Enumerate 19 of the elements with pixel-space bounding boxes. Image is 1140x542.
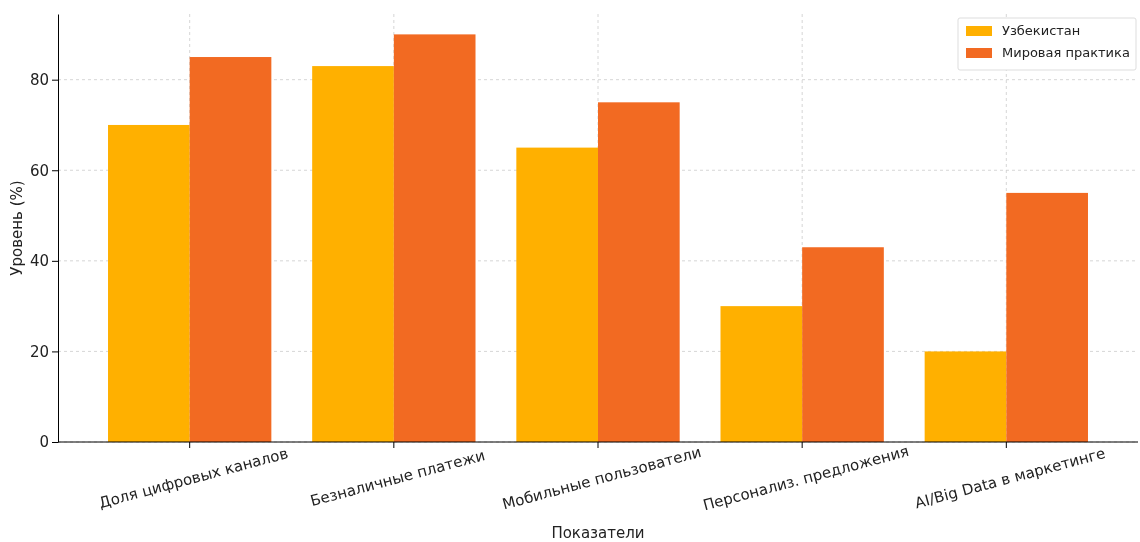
bar	[393, 34, 476, 442]
bar	[924, 351, 1007, 442]
bar	[516, 147, 598, 442]
bar	[1006, 192, 1088, 442]
legend-label: Узбекистан	[1002, 23, 1081, 38]
y-tick-label: 80	[29, 70, 49, 89]
y-axis-title: Уровень (%)	[8, 180, 26, 276]
bar	[598, 102, 680, 442]
y-tick-label: 40	[29, 252, 49, 271]
y-tick-label: 0	[39, 433, 49, 452]
bar	[189, 57, 272, 442]
bar	[312, 66, 394, 442]
bar	[720, 306, 803, 442]
x-axis-title: Показатели	[551, 524, 645, 542]
legend-label: Мировая практика	[1002, 45, 1130, 60]
y-tick-label: 60	[29, 161, 49, 180]
bar	[108, 124, 190, 442]
y-tick-label: 20	[29, 342, 49, 361]
bar	[802, 247, 884, 442]
